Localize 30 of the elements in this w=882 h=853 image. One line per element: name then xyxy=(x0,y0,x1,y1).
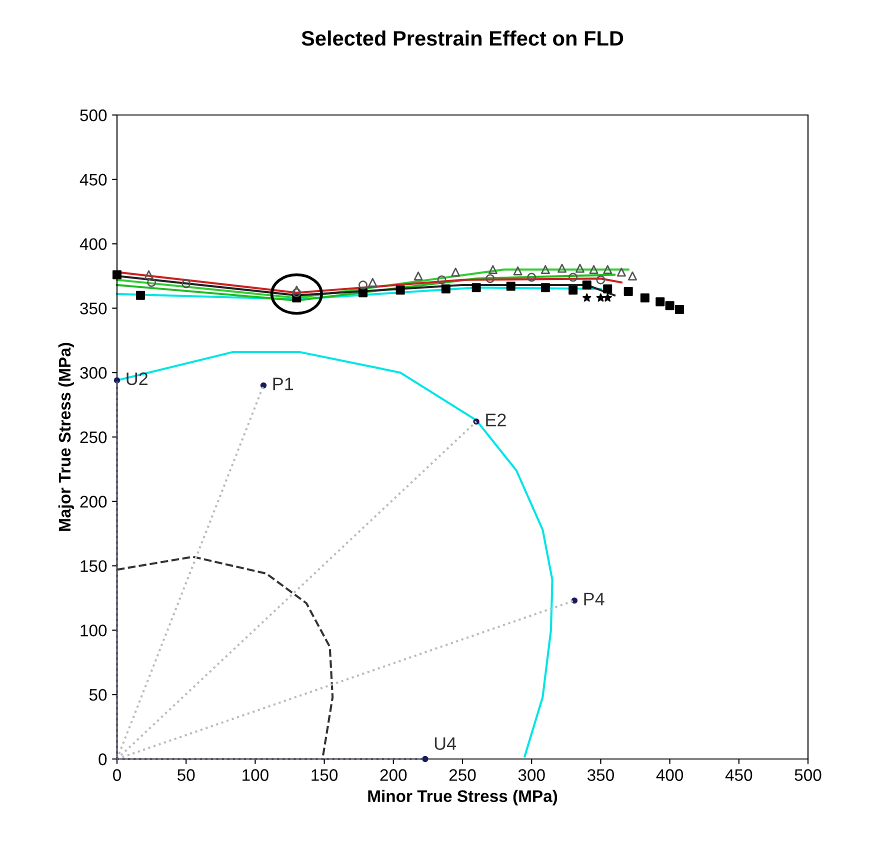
annotation: U4 xyxy=(434,737,456,750)
y-tick-label: 200 xyxy=(80,496,107,508)
annotation: U2 xyxy=(126,372,148,386)
x-tick-label: 300 xyxy=(518,769,545,781)
x-tick-label: 250 xyxy=(449,769,476,781)
y-tick-label: 450 xyxy=(80,174,107,186)
x-tick-label: 350 xyxy=(587,769,614,781)
y-tick-label: 250 xyxy=(80,431,107,444)
y-tick-label: 100 xyxy=(80,624,107,636)
annotation: P4 xyxy=(584,592,604,606)
y-tick-label: 500 xyxy=(80,109,107,122)
x-tick-label: 150 xyxy=(312,769,338,781)
x-tick-label: 450 xyxy=(725,769,752,781)
x-tick-label: 500 xyxy=(794,769,822,781)
x-tick-label: 200 xyxy=(380,769,407,781)
y-axis-title: Major True Stress (MPa) xyxy=(58,342,74,531)
x-tick-label: 400 xyxy=(656,769,684,781)
x-axis-title: Minor True Stress (MPa) xyxy=(368,790,558,806)
y-tick-label: 0 xyxy=(98,753,107,766)
x-tick-label: 50 xyxy=(178,769,195,781)
y-tick-label: 400 xyxy=(80,238,107,250)
x-tick-label: 0 xyxy=(113,769,121,781)
annotation: P1 xyxy=(273,378,294,390)
y-tick-label: 350 xyxy=(80,302,107,314)
x-tick-label: 100 xyxy=(242,769,268,781)
y-tick-label: 300 xyxy=(80,367,107,379)
y-tick-label: 50 xyxy=(89,689,107,701)
annotation: E2 xyxy=(486,414,506,426)
y-tick-label: 150 xyxy=(80,560,107,572)
chart-title: Selected Prestrain Effect on FLD xyxy=(302,30,624,46)
